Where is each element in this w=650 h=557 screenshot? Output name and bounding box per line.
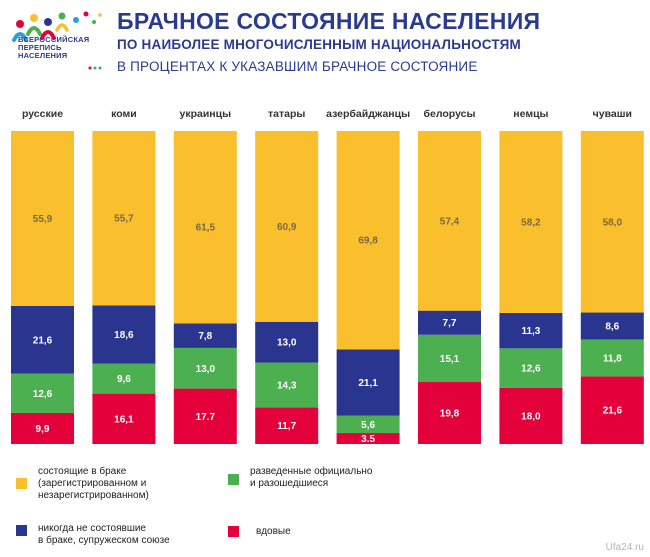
data-label-never_married: 7,8	[198, 331, 212, 342]
data-label-widowed: 11,7	[277, 421, 296, 432]
legend-label-never-married: никогда не состоявшие в браке, супружеск…	[38, 523, 170, 546]
data-label-never_married: 11,3	[521, 326, 540, 337]
legend-swatch-divorced	[228, 474, 239, 485]
category-label: чуваши	[593, 108, 632, 120]
data-label-married: 55,9	[33, 214, 53, 225]
bar-segment-married	[11, 131, 74, 306]
data-label-never_married: 7,7	[443, 318, 457, 329]
page-title: БРАЧНОЕ СОСТОЯНИЕ НАСЕЛЕНИЯ	[117, 8, 541, 34]
data-label-widowed: 21,6	[603, 406, 623, 417]
bar-segment-divorced	[336, 415, 400, 434]
bar-segment-married	[336, 131, 400, 350]
bar-segment-widowed	[499, 387, 563, 444]
category-label: коми	[111, 108, 137, 120]
data-label-married: 55,7	[114, 214, 134, 225]
legend-swatch-married	[16, 478, 27, 489]
legend-label-divorced: разведенные официально и разошедшиеся	[250, 466, 373, 489]
data-label-widowed: 18,0	[521, 411, 541, 422]
bar-segment-divorced	[92, 363, 156, 394]
data-label-married: 69,8	[358, 236, 378, 247]
data-label-widowed: 17.7	[196, 412, 216, 423]
data-label-married: 57,4	[440, 216, 460, 227]
bar-segment-divorced	[11, 373, 74, 414]
bar-segment-married	[580, 131, 644, 313]
bar-segment-married	[173, 131, 237, 324]
bar-segment-never_married	[499, 312, 563, 349]
legend-swatch-never-married	[16, 525, 27, 536]
data-label-widowed: 19,8	[440, 409, 460, 420]
bar-segment-widowed	[92, 393, 156, 444]
bar-segment-widowed	[255, 407, 319, 444]
data-label-married: 61,5	[196, 223, 216, 234]
bar-segment-married	[418, 131, 481, 311]
data-label-widowed: 16,1	[114, 414, 134, 425]
page-units-subtitle: В ПРОЦЕНТАХ К УКАЗАВШИМ БРАЧНОЕ СОСТОЯНИ…	[117, 59, 478, 74]
watermark: Ufa24.ru	[605, 542, 644, 553]
data-label-widowed: 9,9	[36, 424, 50, 435]
bar-segment-divorced	[580, 339, 644, 377]
legend-swatch-widowed	[228, 526, 239, 537]
bar-segment-divorced	[418, 334, 481, 383]
category-label: белорусы	[424, 108, 476, 120]
bar-segment-never_married	[11, 305, 74, 374]
data-label-divorced: 12,6	[33, 389, 53, 400]
bar-segment-widowed	[173, 388, 237, 444]
data-label-never_married: 21,1	[358, 378, 378, 389]
bar-segment-divorced	[499, 348, 563, 388]
data-label-divorced: 5,6	[361, 420, 375, 431]
category-label: украинцы	[180, 108, 232, 120]
data-label-never_married: 18,6	[114, 330, 134, 341]
bar-segment-never_married	[418, 310, 481, 335]
data-label-never_married: 8,6	[605, 321, 619, 332]
category-label: татары	[268, 108, 305, 120]
bar-segment-never_married	[92, 305, 156, 364]
bar-segment-widowed	[580, 376, 644, 444]
bar-segment-divorced	[255, 362, 319, 408]
data-label-divorced: 14,3	[277, 380, 297, 391]
category-label: русские	[22, 108, 63, 120]
data-label-married: 58,0	[603, 217, 623, 228]
data-label-divorced: 15,1	[440, 354, 460, 365]
bar-segment-married	[92, 131, 156, 306]
data-label-divorced: 12,6	[521, 364, 541, 375]
bar-segment-married	[499, 131, 563, 313]
bar-segment-never_married	[173, 323, 237, 348]
bar-segment-widowed	[11, 413, 74, 444]
bar-segment-never_married	[580, 312, 644, 340]
category-label: азербайджанцы	[326, 108, 410, 120]
page-subtitle: ПО НАИБОЛЕЕ МНОГОЧИСЛЕННЫМ НАЦИОНАЛЬНОСТ…	[117, 37, 521, 52]
bar-segment-widowed	[418, 382, 481, 444]
data-label-divorced: 13,0	[196, 364, 216, 375]
data-label-married: 60,9	[277, 222, 297, 233]
bar-segment-never_married	[336, 349, 400, 416]
legend-label-widowed: вдовые	[256, 526, 291, 537]
legend-label-married: состоящие в браке (зарегистрированном и …	[38, 466, 149, 501]
data-label-divorced: 9,6	[117, 374, 131, 385]
data-label-never_married: 13,0	[277, 338, 297, 349]
bar-segment-never_married	[255, 321, 319, 363]
data-label-widowed: 3.5	[361, 434, 375, 445]
data-label-never_married: 21,6	[33, 335, 53, 346]
bar-segment-divorced	[173, 347, 237, 389]
data-label-divorced: 11,8	[603, 353, 622, 364]
category-label: немцы	[513, 108, 548, 120]
bar-segment-married	[255, 131, 319, 322]
logo-text: ВСЕРОССИЙСКАЯ ПЕРЕПИСЬ НАСЕЛЕНИЯ	[18, 35, 90, 60]
census-logo-icon	[12, 11, 102, 70]
bar-segment-widowed	[336, 433, 400, 444]
data-label-married: 58,2	[521, 217, 541, 228]
